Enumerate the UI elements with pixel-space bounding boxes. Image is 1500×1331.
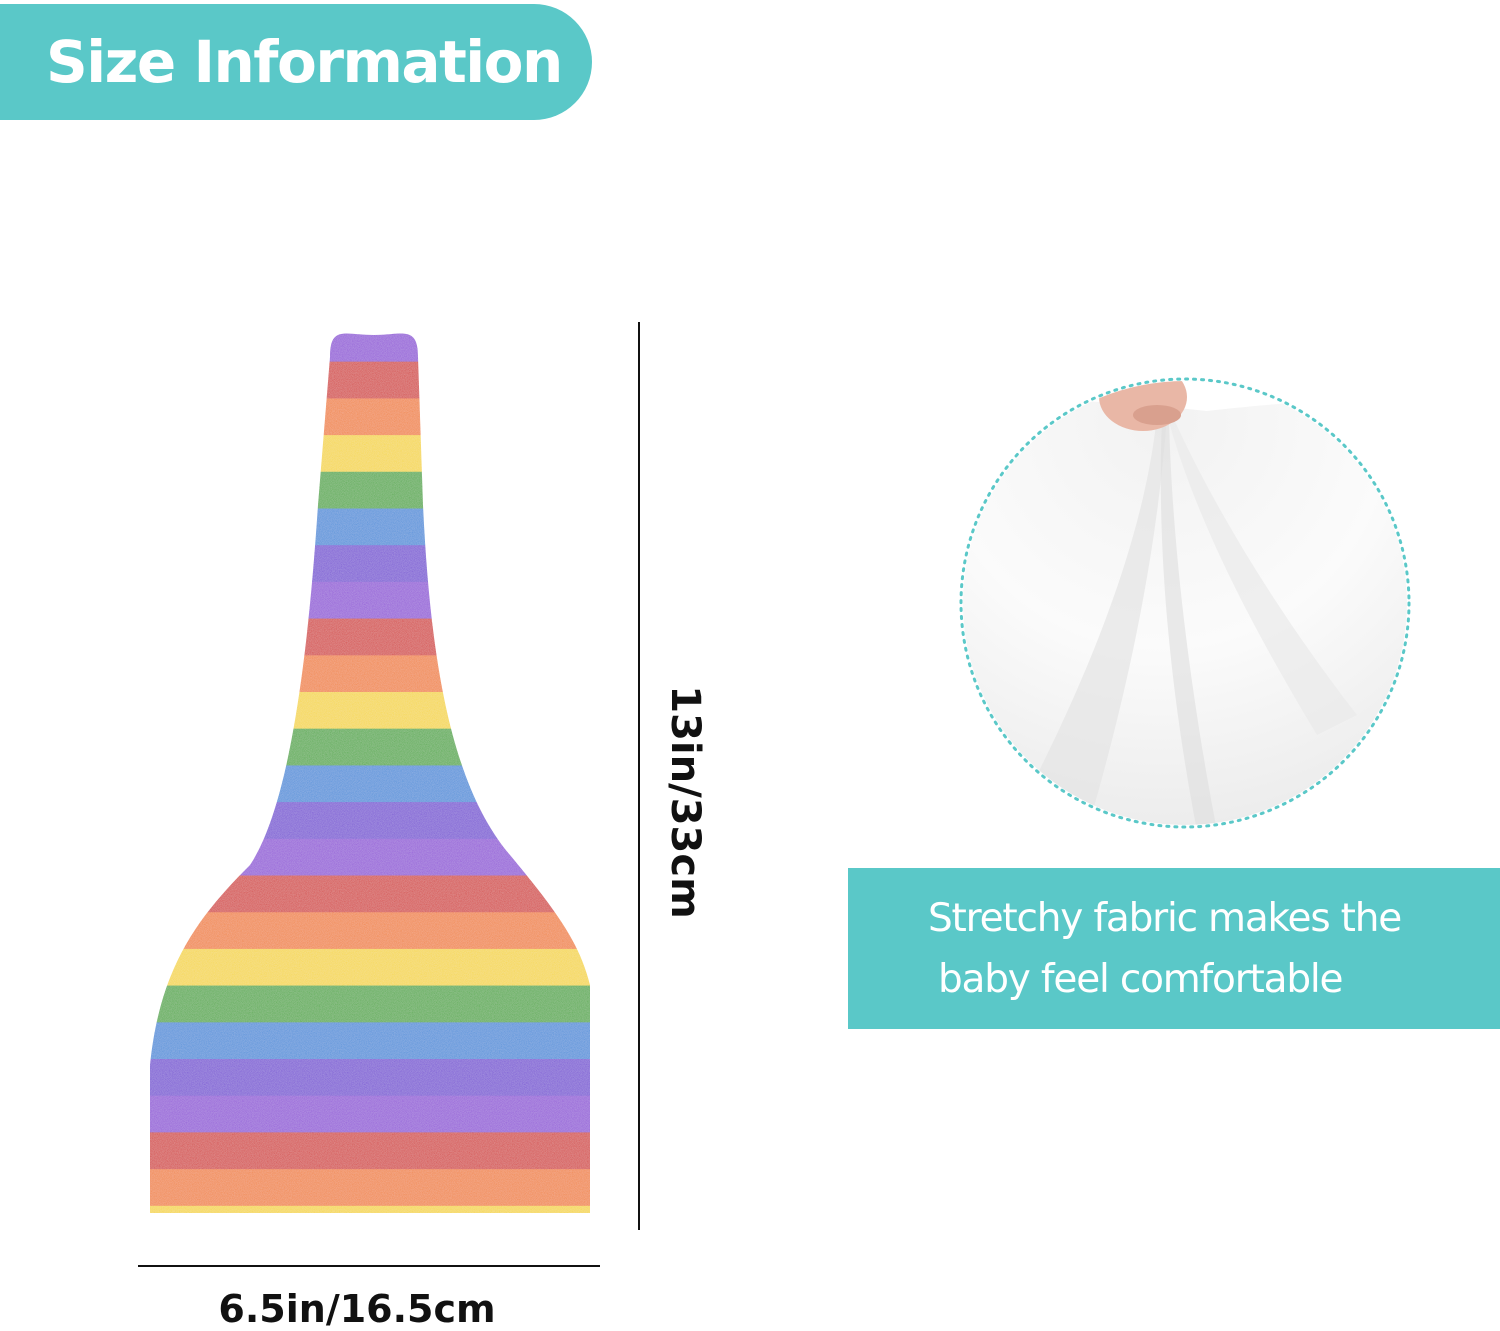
- hat-stripe: [150, 948, 590, 987]
- hat-stripe: [150, 398, 590, 437]
- hat-stripe: [150, 1059, 590, 1097]
- hat-stripe: [150, 875, 590, 914]
- hat-stripe: [150, 435, 590, 473]
- width-measure-line: [138, 1265, 600, 1267]
- hat-stripe: [150, 692, 590, 730]
- feature-text-line-1: Stretchy fabric makes the: [928, 895, 1402, 941]
- hat-stripe: [150, 655, 590, 693]
- hat-stripe: [150, 912, 590, 950]
- hat-stripe: [150, 728, 590, 767]
- hat-stripe: [150, 1022, 590, 1060]
- hat-stripe: [150, 1132, 590, 1171]
- hat-stripe: [150, 802, 590, 840]
- hat-stripe: [150, 765, 590, 804]
- title-banner: Size Information: [0, 4, 592, 120]
- hat-stripe: [150, 618, 590, 657]
- hat-stripe: [150, 508, 590, 547]
- hat-stripe: [150, 1169, 590, 1207]
- height-dimension-label: 13in/33cm: [662, 685, 708, 919]
- hat-stripe: [150, 471, 590, 510]
- hat-stripe: [150, 361, 590, 400]
- hat-stripe: [150, 581, 590, 620]
- hat-stripe: [150, 1205, 590, 1214]
- hat-stripe: [150, 545, 590, 583]
- hat-stripe: [150, 333, 590, 363]
- hat-stripe: [150, 838, 590, 877]
- feature-text-line-2: baby feel comfortable: [938, 956, 1344, 1002]
- hat-stripe: [150, 985, 590, 1024]
- height-measure-line: [638, 322, 640, 1230]
- striped-hat-illustration: [150, 333, 590, 1214]
- feature-callout: Stretchy fabric makes the baby feel comf…: [848, 868, 1500, 1029]
- stretched-fabric-closeup: [959, 377, 1411, 829]
- hat-stripe: [150, 1095, 590, 1134]
- width-dimension-label: 6.5in/16.5cm: [218, 1287, 496, 1331]
- page-title: Size Information: [46, 28, 563, 96]
